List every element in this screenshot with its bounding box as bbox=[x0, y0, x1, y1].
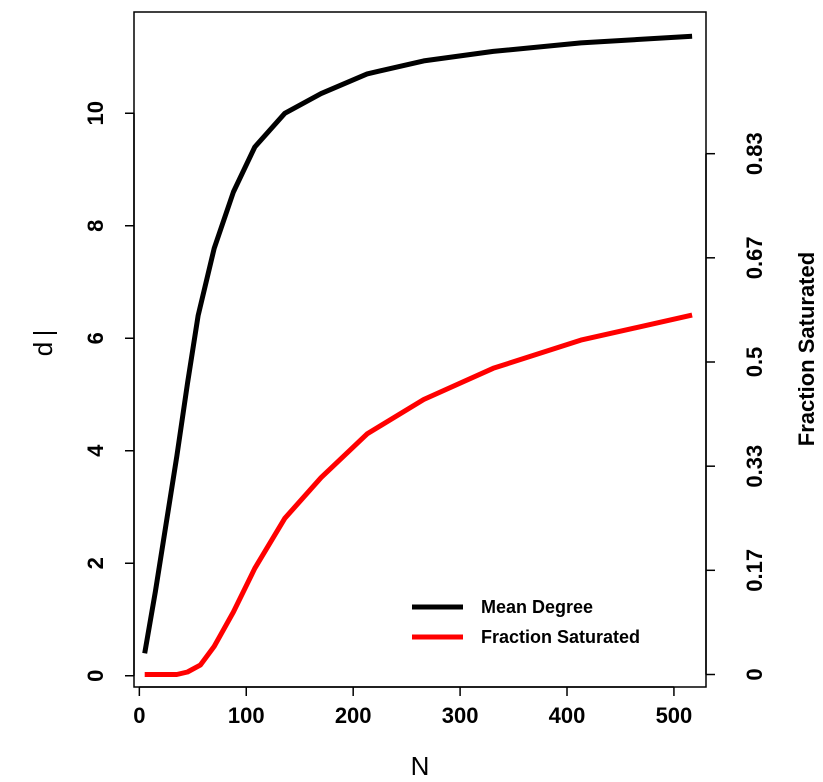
series-line-fraction-saturated bbox=[144, 312, 693, 677]
legend-label-mean-degree: Mean Degree bbox=[481, 597, 593, 617]
y-tick-label-right: 0.67 bbox=[742, 236, 767, 279]
y-axis-title-text: d bbox=[28, 342, 58, 356]
y-tick-label-right: 0 bbox=[742, 668, 767, 680]
x-tick-label: 200 bbox=[335, 703, 372, 728]
y-tick-label-right: 0.17 bbox=[742, 549, 767, 592]
y-tick-label-left: 8 bbox=[83, 220, 108, 232]
y-tick-label-left: 10 bbox=[83, 101, 108, 125]
y-axis-left: 0 2 4 6 8 10 bbox=[83, 101, 135, 682]
y-tick-label-right: 0.83 bbox=[742, 132, 767, 175]
x-axis-title: N bbox=[411, 751, 430, 781]
x-tick-label: 500 bbox=[656, 703, 693, 728]
y-tick-label-left: 2 bbox=[83, 557, 108, 569]
y-tick-label-left: 4 bbox=[83, 444, 108, 457]
y-axis-title-right: Fraction Saturated bbox=[794, 252, 819, 446]
y-axis-title-left: d bbox=[28, 332, 58, 356]
plot-frame bbox=[133, 11, 707, 688]
legend: Mean Degree Fraction Saturated bbox=[412, 597, 640, 647]
y-tick-label-left: 6 bbox=[83, 332, 108, 344]
legend-label-fraction-saturated: Fraction Saturated bbox=[481, 627, 640, 647]
y-tick-label-right: 0.5 bbox=[742, 347, 767, 378]
y-axis-right: 0 0.17 0.33 0.5 0.67 0.83 bbox=[705, 132, 767, 681]
y-tick-label-right: 0.33 bbox=[742, 445, 767, 488]
x-tick-label: 300 bbox=[442, 703, 479, 728]
x-axis: 0 100 200 300 400 500 bbox=[133, 686, 693, 728]
x-tick-label: 100 bbox=[228, 703, 265, 728]
series-line-mean-degree bbox=[142, 33, 693, 654]
x-tick-label: 400 bbox=[549, 703, 586, 728]
y-tick-label-left: 0 bbox=[83, 670, 108, 682]
x-tick-label: 0 bbox=[133, 703, 145, 728]
series-layer bbox=[142, 33, 693, 677]
